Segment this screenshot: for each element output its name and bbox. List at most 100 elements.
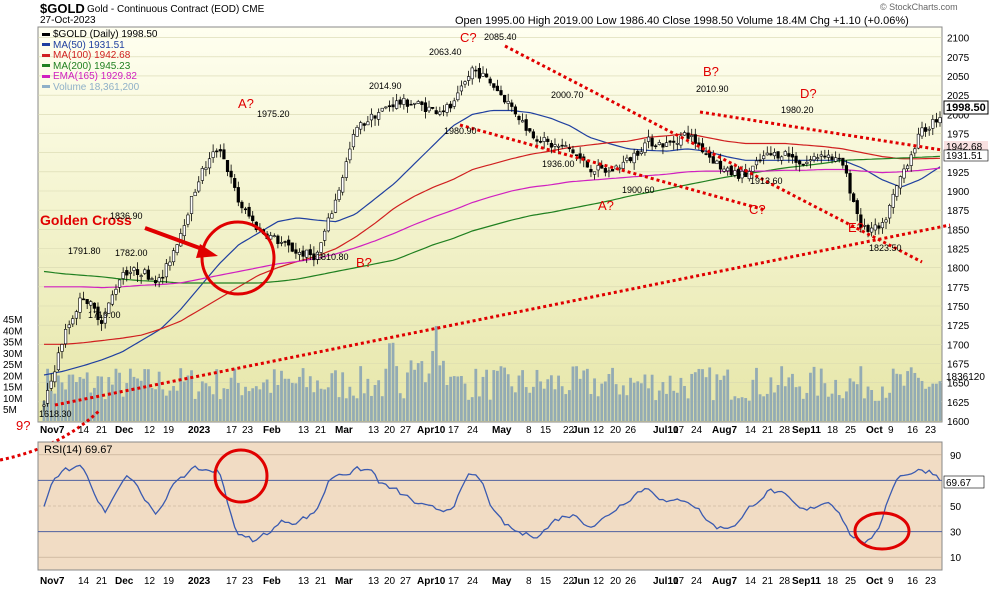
volume-bar [200,381,204,421]
price-candle [870,227,874,233]
price-candle [276,235,280,244]
volume-bar [330,373,334,421]
price-candle [308,249,312,256]
volume-bar [348,386,352,421]
price-candle [646,136,651,142]
price-candle [686,132,690,139]
volume-bar [733,396,737,421]
date-tick: 8 [526,576,532,587]
price-candle [722,168,726,172]
volume-bar [67,374,71,421]
price-candle [790,154,795,158]
price-candle [654,145,658,148]
date-tick: Mar [335,576,353,587]
volume-bar [870,389,874,421]
volume-bar [567,390,571,421]
price-candle [53,371,57,383]
volume-bar [413,369,417,421]
ma100-text: 1942.68 [946,142,983,153]
price-candle [409,103,413,106]
ema165-line [44,167,941,289]
price-candle [139,275,143,277]
date-tick: 23 [242,576,254,587]
volume-bar [740,397,744,421]
date-tick: May [492,425,512,436]
price-candle [513,106,517,115]
legend-item: EMA(165) 1929.82 [42,71,158,83]
volume-bar [924,388,928,421]
last-price-tag [943,100,989,115]
volume-bar [902,385,906,421]
volume-bar [762,396,766,421]
price-candle [895,185,899,197]
volume-bar [899,374,902,421]
volume-bar [809,372,812,421]
price-candle [153,280,158,284]
price-candle [470,67,474,80]
volume-bar [262,382,265,421]
volume-bar [492,370,496,421]
price-candle [600,164,604,169]
date-tick: 17 [226,425,238,436]
volume-bar [665,393,668,421]
volume-bar [456,376,460,421]
price-candle [193,191,197,197]
price-candle [780,156,784,161]
price-candle [733,170,737,176]
price-candle [571,149,575,154]
price-candle [229,170,233,178]
price-candle [157,277,161,283]
volume-bar [71,374,75,421]
volume-bar [589,394,593,421]
price-candle [528,128,532,132]
date-tick: 21 [762,576,774,587]
volume-bar [564,394,568,421]
volume-bar [110,384,114,421]
price-candle [873,224,877,231]
price-candle [200,168,204,181]
volume-bar [711,400,715,421]
volume-bar [172,386,175,421]
price-tick: 1700 [947,340,970,351]
date-tick: 23 [925,425,937,436]
date-tick: 21 [315,425,327,436]
volume-bar [449,376,453,421]
date-tick: May [492,576,512,587]
price-label: 2063.40 [429,47,462,57]
volume-bar [323,389,327,421]
price-candle [758,159,762,162]
volume-bar [812,366,816,421]
volume-bar [218,399,222,421]
price-candle [801,163,805,166]
date-tick: 20 [610,576,622,587]
price-candle [81,298,86,301]
volume-bar [848,378,852,421]
price-candle [776,151,780,159]
volume-bar [704,377,708,421]
volume-bar [827,396,830,421]
price-candle [578,153,582,159]
ma50-text: 1931.51 [946,151,983,162]
volume-bar [208,386,211,421]
volume-bar [488,399,492,421]
price-candle [506,100,510,104]
volume-bar [582,370,586,421]
volume-bar [560,386,564,421]
date-tick: Sep11 [792,576,821,587]
volume-bar [222,388,226,421]
volume-bar [639,383,643,421]
volume-bar [737,398,740,421]
volume-bar [553,389,557,421]
price-candle [938,117,942,124]
price-label: 1980.90 [444,126,477,136]
date-tick: 23 [242,425,254,436]
price-candle [485,73,489,78]
volume-bar [776,385,780,421]
volume-bar [524,387,528,421]
legend-label: Volume 18,361,200 [53,81,140,93]
date-tick: Jul10 [653,425,679,436]
price-tick: 1850 [947,225,970,236]
ohlc-summary: Open 1995.00 High 2019.00 Low 1986.40 Cl… [455,15,909,27]
volume-bar [305,387,309,421]
